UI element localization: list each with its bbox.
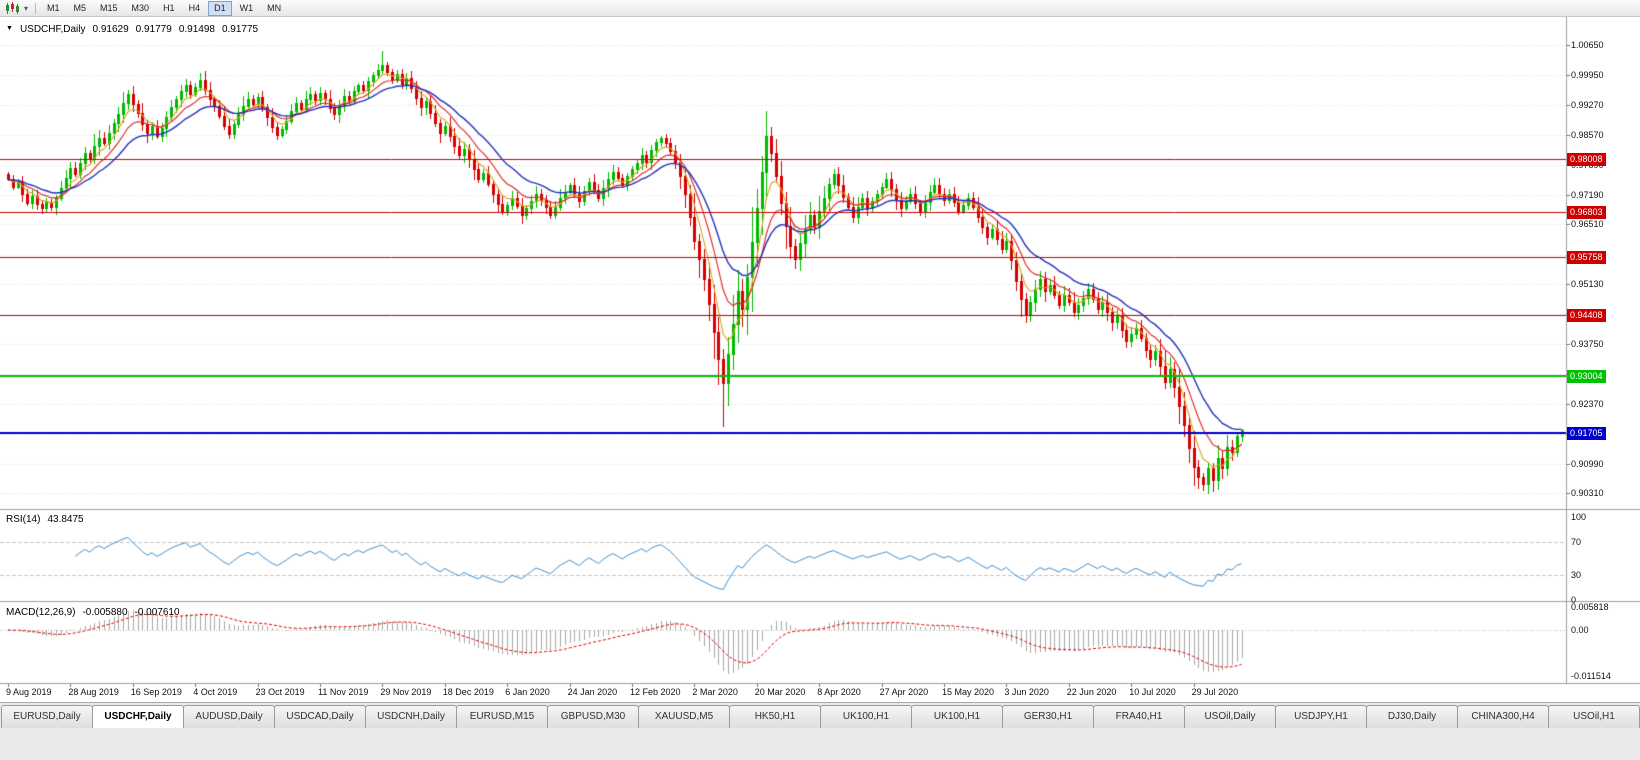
chart-tab-bar: EURUSD,Daily USDCHF,Daily AUDUSD,Daily USDC…	[0, 702, 1640, 728]
price-level-badge: 0.93004	[1567, 370, 1606, 384]
price-axis-label: 0.90310	[1571, 488, 1604, 498]
date-axis-label: 2 Mar 2020	[692, 687, 738, 697]
date-axis-label: 22 Jun 2020	[1066, 687, 1117, 697]
timeframe-button-m30[interactable]: M30	[131, 2, 150, 13]
date-axis-label: 4 Oct 2019	[193, 687, 238, 697]
rsi-title: RSI(14) 43.8475	[6, 514, 84, 525]
chart-tab-usoil-h1[interactable]: USOil,H1	[1548, 705, 1640, 728]
date-axis-label: 28 Aug 2019	[68, 687, 119, 697]
price-axis-label: 0.90990	[1571, 458, 1604, 469]
chart-expand-icon[interactable]: ▼	[6, 25, 13, 32]
chart-tab-eurusd-daily[interactable]: EURUSD,Daily	[1, 705, 93, 728]
price-axis-label: 0.93750	[1571, 338, 1604, 349]
chart-tab-usdcnh-daily[interactable]: USDCNH,Daily	[365, 705, 457, 728]
date-axis-label: 24 Jan 2020	[567, 687, 618, 697]
price-level-badge: 0.95758	[1567, 250, 1606, 264]
date-axis-label: 10 Jul 2020	[1129, 687, 1176, 697]
price-level-badge: 0.96803	[1567, 205, 1606, 219]
toolbar-separator	[35, 2, 36, 14]
date-axis-label: 29 Nov 2019	[380, 687, 432, 697]
date-axis-label: 16 Sep 2019	[130, 687, 182, 697]
date-axis-label: 23 Oct 2019	[255, 687, 305, 697]
macd-axis-label: 0.00	[1571, 625, 1589, 635]
timeframe-button-mn[interactable]: MN	[267, 2, 282, 13]
chart-tab-dj30-daily[interactable]: DJ30,Daily	[1366, 705, 1458, 728]
chart-tab-eurusd-m15[interactable]: EURUSD,M15	[456, 705, 548, 728]
chart-low-value: 0.91498	[178, 24, 215, 35]
chart-tab-audusd-daily[interactable]: AUDUSD,Daily	[183, 705, 275, 728]
chart-symbol-label: USDCHF,Daily	[19, 24, 86, 35]
macd-axis-label: -0.011514	[1571, 671, 1611, 682]
price-level-badge: 0.94408	[1567, 309, 1606, 323]
timeframe-button-h1[interactable]: H1	[163, 2, 175, 13]
chart-tab-uk100-h1[interactable]: UK100,H1	[820, 705, 912, 728]
macd-signal-value: -0.007610	[134, 607, 180, 618]
macd-axis-label: 0.005818	[1571, 601, 1609, 612]
date-axis-label: 3 Jun 2020	[1004, 687, 1049, 697]
rsi-axis-label: 100	[1571, 512, 1587, 522]
timeframe-button-m5[interactable]: M5	[73, 2, 87, 13]
chart-tab-usdchf-daily[interactable]: USDCHF,Daily	[92, 705, 184, 728]
rsi-axis-label: 0	[1571, 595, 1577, 605]
chart-type-dropdown-icon[interactable]: ▾	[23, 3, 28, 13]
chart-tab-china300-h4[interactable]: CHINA300,H4	[1457, 705, 1549, 728]
chart-tab-usdcad-daily[interactable]: USDCAD,Daily	[274, 705, 366, 728]
price-axis-label: 0.96510	[1571, 219, 1604, 230]
chart-tab-hk50-h1[interactable]: HK50,H1	[729, 705, 821, 728]
timeframe-button-w1[interactable]: W1	[239, 2, 254, 13]
date-axis-label: 12 Feb 2020	[630, 687, 681, 697]
timeframe-buttons: M1 M5 M15 M30 H1 H4 D1 W1 MN	[40, 0, 288, 16]
date-axis-label: 11 Nov 2019	[318, 687, 369, 697]
price-axis-label: 0.99270	[1571, 99, 1604, 110]
macd-main-value: -0.005880	[82, 607, 128, 618]
price-axis-label: 0.98570	[1571, 130, 1604, 141]
toolbar: ▾ M1 M5 M15 M30 H1 H4 D1 W1 MN	[0, 0, 1640, 17]
price-axis-label: 0.92370	[1571, 398, 1604, 409]
date-axis-label: 8 Apr 2020	[817, 687, 861, 697]
rsi-axis-label: 70	[1571, 536, 1582, 547]
date-axis-label: 6 Jan 2020	[505, 687, 550, 697]
timeframe-button-m15[interactable]: M15	[100, 2, 118, 13]
chart-open-value: 0.91629	[92, 24, 129, 35]
date-axis-label: 15 May 2020	[942, 687, 995, 697]
window-footer	[0, 728, 1640, 760]
price-axis-label: 0.97190	[1571, 189, 1604, 200]
chart-type-icon[interactable]	[3, 1, 21, 16]
price-axis-label: 0.99950	[1571, 70, 1604, 81]
price-chart-canvas[interactable]	[0, 17, 1640, 702]
macd-indicator-name: MACD(12,26,9)	[6, 607, 76, 618]
timeframe-button-h4[interactable]: H4	[188, 2, 201, 13]
chart-tab-fra40-h1[interactable]: FRA40,H1	[1093, 705, 1185, 728]
rsi-indicator-value: 43.8475	[47, 514, 84, 525]
price-axis-label: 1.00650	[1571, 40, 1604, 50]
rsi-indicator-name: RSI(14)	[6, 514, 41, 525]
date-axis-label: 18 Dec 2019	[442, 687, 494, 697]
timeframe-button-m1[interactable]: M1	[47, 2, 60, 13]
chart-close-value: 0.91775	[221, 24, 259, 35]
price-level-badge: 0.98008	[1567, 153, 1606, 167]
chart-title: ▼ USDCHF,Daily 0.91629 0.91779 0.91498 0…	[6, 24, 258, 35]
chart-tab-usdjpy-h1[interactable]: USDJPY,H1	[1275, 705, 1367, 728]
timeframe-button-d1[interactable]: D1	[208, 0, 232, 16]
chart-tab-gbpusd-m30[interactable]: GBPUSD,M30	[547, 705, 639, 728]
date-axis-label: 20 Mar 2020	[754, 687, 806, 697]
chart-region: ▼ USDCHF,Daily 0.91629 0.91779 0.91498 0…	[0, 17, 1640, 702]
price-axis-label: 0.95130	[1571, 279, 1604, 290]
chart-tab-ger30-h1[interactable]: GER30,H1	[1002, 705, 1094, 728]
chart-high-value: 0.91779	[135, 24, 172, 35]
macd-title: MACD(12,26,9) -0.005880 -0.007610	[6, 607, 180, 618]
chart-tab-usoil-daily[interactable]: USOil,Daily	[1184, 705, 1276, 728]
date-axis-label: 9 Aug 2019	[6, 687, 52, 697]
chart-tab-uk100-h1[interactable]: UK100,H1	[911, 705, 1003, 728]
price-level-badge: 0.91705	[1567, 426, 1606, 440]
date-axis-label: 27 Apr 2020	[879, 687, 929, 697]
chart-tab-xauusd-m5[interactable]: XAUUSD,M5	[638, 705, 730, 728]
date-axis-label: 29 Jul 2020	[1191, 687, 1239, 697]
rsi-axis-label: 30	[1571, 570, 1582, 581]
